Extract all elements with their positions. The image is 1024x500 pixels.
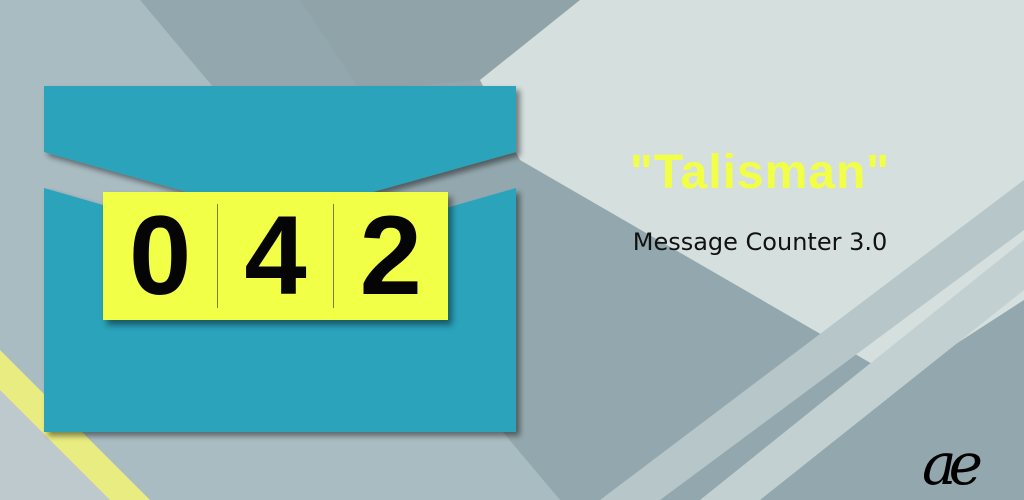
app-subtitle: Message Counter 3.0: [632, 228, 888, 256]
counter-digit: 0: [129, 193, 192, 318]
background-shape-strip-2: [600, 180, 1024, 500]
ae-logo-icon: ae: [922, 430, 983, 498]
background-shape-strip: [700, 240, 1024, 500]
digit-separator: [332, 204, 334, 308]
background-shape-wedge: [300, 0, 580, 90]
counter-digit: 2: [359, 193, 422, 318]
counter-digit: 4: [244, 193, 307, 318]
app-title: "Talisman": [629, 146, 891, 199]
message-counter: 0 4 2: [103, 192, 448, 320]
envelope-flap: [44, 86, 516, 218]
digit-separator: [217, 204, 219, 308]
